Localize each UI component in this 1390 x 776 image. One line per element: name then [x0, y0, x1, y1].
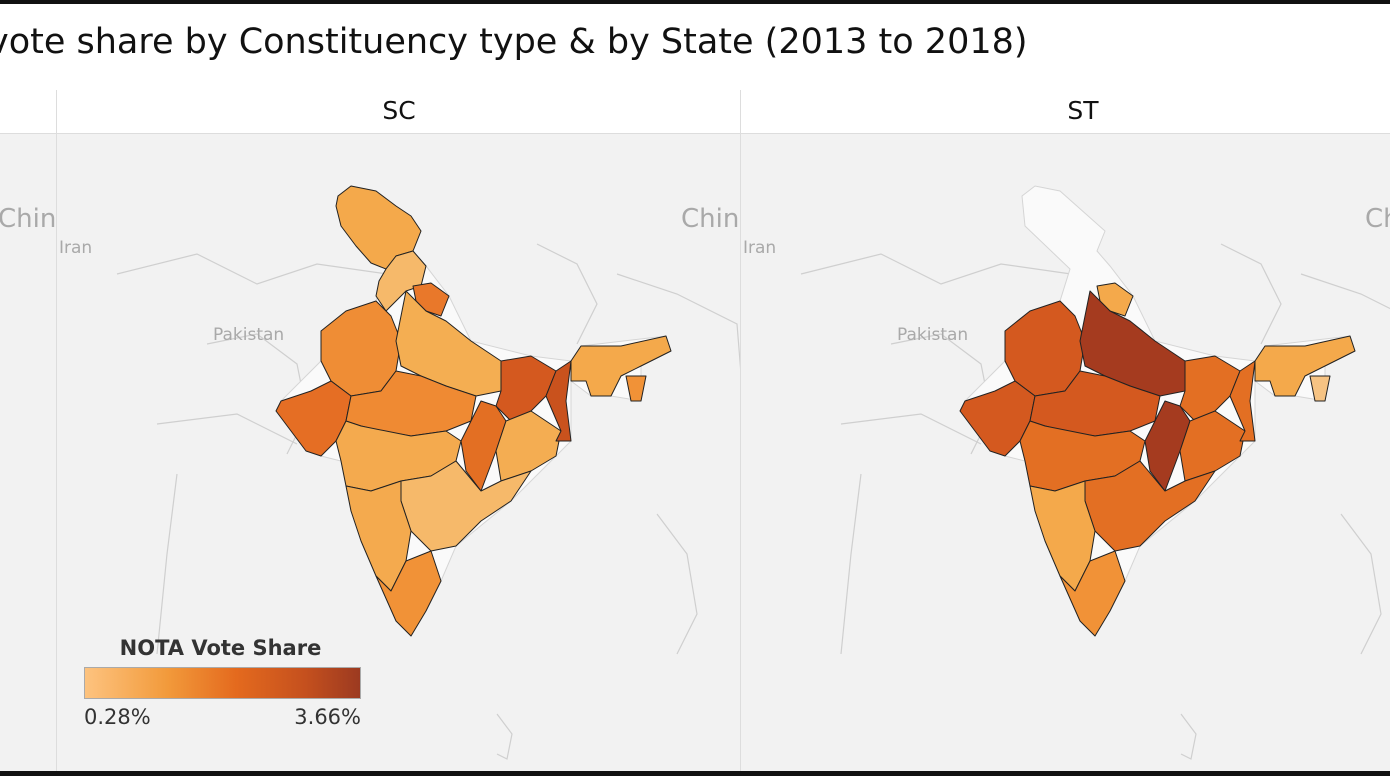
panel-partial: Chin — [0, 90, 56, 771]
label-china: Chin — [681, 204, 740, 234]
state-region[interactable] — [1059, 550, 1126, 637]
country-border — [536, 243, 598, 345]
label-iran: Iran — [59, 238, 93, 258]
state-region[interactable] — [495, 410, 562, 482]
legend-min: 0.28% — [84, 705, 151, 729]
state-region[interactable] — [1179, 410, 1246, 482]
state-region[interactable] — [545, 360, 572, 442]
label-china: Ch — [1365, 204, 1390, 234]
country-border — [656, 513, 698, 655]
legend-max: 3.66% — [294, 705, 361, 729]
panel-st: ST Ch Iran Pakistan — [740, 90, 1390, 771]
country-border — [800, 253, 1072, 285]
country-border — [496, 713, 513, 760]
country-border — [156, 473, 178, 655]
map-partial[interactable]: Chin — [0, 133, 56, 771]
country-border — [156, 413, 298, 445]
country-border — [116, 253, 388, 285]
map-sc[interactable]: Chin Iran Pakistan — [57, 133, 742, 771]
label-china: Chin — [0, 204, 57, 234]
panel-header-sc: SC — [382, 96, 416, 125]
country-border — [1180, 713, 1197, 760]
state-region[interactable] — [625, 375, 647, 402]
country-border — [1340, 513, 1382, 655]
legend-gradient — [84, 667, 361, 699]
label-iran: Iran — [743, 238, 777, 258]
state-region[interactable] — [1229, 360, 1256, 442]
label-pakistan: Pakistan — [897, 325, 969, 345]
top-border — [0, 0, 1390, 4]
label-pakistan: Pakistan — [213, 325, 285, 345]
country-border — [840, 473, 862, 655]
legend-title: NOTA Vote Share — [119, 636, 322, 660]
country-border — [616, 273, 742, 375]
state-region[interactable] — [1254, 335, 1356, 397]
panel-header-st: ST — [1067, 96, 1099, 125]
state-region[interactable] — [1309, 375, 1331, 402]
state-region[interactable] — [375, 550, 442, 637]
panel-sc: SC Chin Iran Pakistan — [56, 90, 742, 771]
page-title: vote share by Constituency type & by Sta… — [0, 22, 1028, 62]
color-legend: NOTA Vote Share 0.28% 3.66% — [84, 636, 361, 729]
country-border — [1300, 273, 1390, 310]
state-region[interactable] — [570, 335, 672, 397]
bottom-border — [0, 771, 1390, 776]
country-border — [840, 413, 982, 445]
map-st[interactable]: Ch Iran Pakistan — [741, 133, 1390, 771]
country-border — [1220, 243, 1282, 345]
